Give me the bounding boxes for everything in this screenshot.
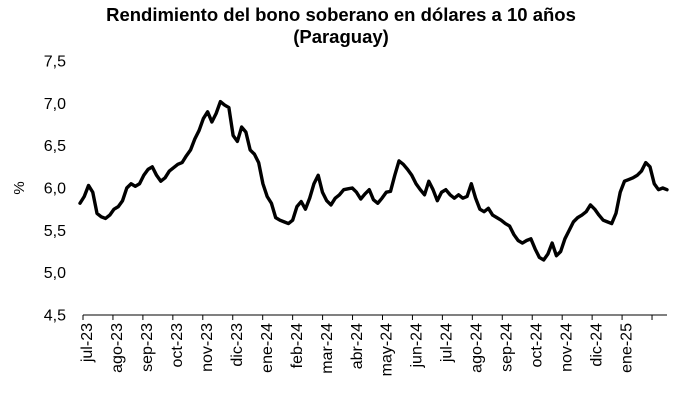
y-tick-labels: 4,5 5,0 5,5 6,0 6,5 7,0 7,5: [44, 54, 66, 325]
chart-title: Rendimiento del bono soberano en dólares…: [0, 4, 682, 48]
x-tick-label: jun-24: [409, 323, 426, 369]
y-axis-label: %: [11, 181, 28, 194]
y-tick-label: 6,0: [44, 181, 66, 198]
y-tick-label: 5,5: [44, 223, 66, 240]
x-tick-label: feb-24: [289, 323, 306, 368]
x-tick-label: dic-24: [588, 323, 605, 367]
x-tick-label: abr-24: [349, 323, 366, 369]
x-tick-label: sep-24: [499, 323, 516, 372]
y-tick-label: 7,5: [44, 54, 66, 71]
x-tick-label: jul-24: [439, 323, 456, 363]
series-group: [78, 99, 669, 262]
x-axis: [82, 314, 667, 320]
y-tick-label: 5,0: [44, 265, 66, 282]
x-tick-label: ago-23: [109, 323, 126, 373]
x-tick-label: sep-23: [139, 323, 156, 372]
x-tick-label: nov-23: [199, 323, 216, 372]
x-tick-label: dic-23: [229, 323, 246, 367]
x-tick-labels: jul-23 ago-23 sep-23 oct-23 nov-23 dic-23 ene-…: [79, 323, 635, 376]
series-line: [78, 99, 669, 262]
chart-title-line1: Rendimiento del bono soberano en dólares…: [106, 4, 576, 25]
y-tick-label: 4,5: [44, 308, 66, 325]
chart-title-line2: (Paraguay): [293, 26, 389, 47]
x-tick-label: nov-24: [558, 323, 575, 372]
x-tick-label: may-24: [379, 323, 396, 376]
x-tick-label: ene-25: [618, 323, 635, 373]
x-tick-label: oct-24: [528, 323, 545, 368]
y-tick-label: 7,0: [44, 96, 66, 113]
y-tick-label: 6,5: [44, 138, 66, 155]
x-tick-label: ago-24: [469, 323, 486, 373]
x-tick-label: ene-24: [259, 323, 276, 373]
x-tick-label: oct-23: [169, 323, 186, 368]
y-axis-label-group: %: [11, 181, 28, 194]
x-tick-label: mar-24: [319, 323, 336, 374]
x-tick-label: jul-23: [79, 323, 96, 363]
